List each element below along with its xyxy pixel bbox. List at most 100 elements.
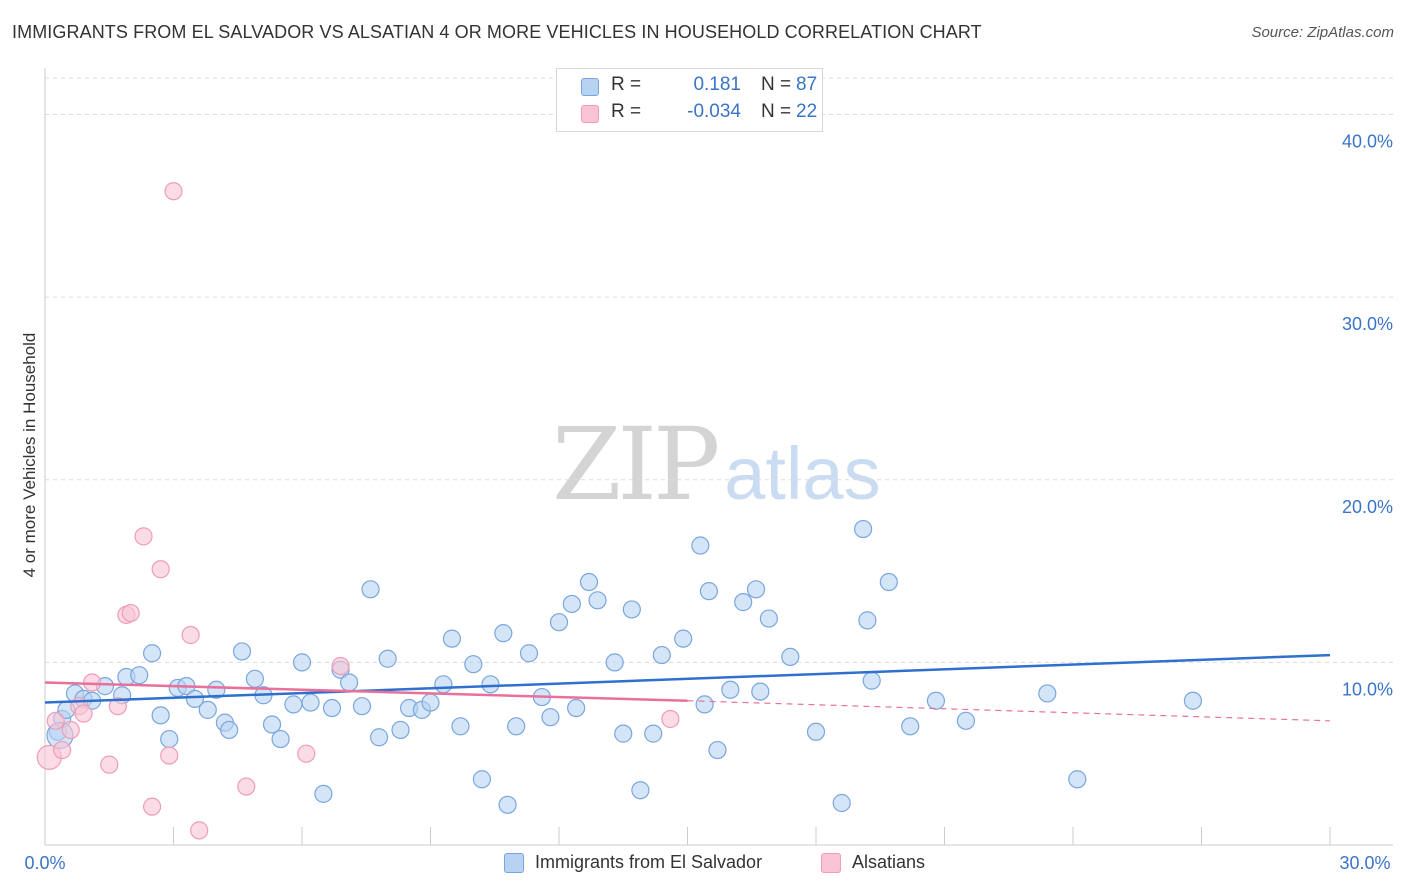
blue-swatch: [504, 853, 524, 873]
pink-point: [142, 797, 162, 816]
blue-point: [1038, 684, 1057, 703]
pink-point: [151, 560, 170, 579]
blue-point: [1183, 691, 1203, 710]
blue-point: [185, 689, 205, 709]
y-tick-label: 10.0%: [1342, 679, 1393, 699]
blue-point: [472, 770, 491, 789]
blue-point: [301, 693, 320, 712]
r-label: R =: [611, 101, 642, 122]
blue-swatch: [581, 78, 599, 96]
pink-point: [237, 777, 256, 796]
pink-point: [164, 182, 183, 201]
pink-point: [134, 527, 153, 546]
blue-point: [691, 536, 710, 555]
blue-point: [562, 594, 581, 614]
blue-point: [481, 675, 500, 694]
blue-point: [519, 644, 539, 663]
blue-point: [421, 693, 440, 712]
blue-point: [292, 653, 312, 672]
pink-point: [46, 711, 65, 730]
blue-point: [781, 647, 800, 667]
blue-point: [901, 717, 920, 736]
n-label: N =: [761, 74, 792, 95]
blue-point: [699, 582, 719, 601]
pink-point: [61, 720, 80, 740]
blue-point: [142, 644, 162, 663]
blue-point: [674, 629, 693, 648]
legend-label-blue: Immigrants from El Salvador: [535, 852, 763, 872]
blue-point: [652, 645, 671, 665]
blue-point: [751, 682, 770, 701]
r-label: R =: [611, 74, 642, 95]
blue-point: [541, 708, 560, 727]
pink-point: [160, 746, 179, 765]
blue-point: [695, 695, 714, 714]
blue-point: [858, 611, 877, 630]
blue-point: [926, 691, 946, 710]
blue-point: [451, 717, 470, 736]
blue-point: [464, 655, 483, 674]
pink-point: [121, 603, 140, 623]
n-value: 22: [796, 101, 818, 122]
blue-point: [498, 795, 517, 814]
blue-point: [721, 680, 740, 699]
correlation-legend: R = 0.181 N = 87 R = -0.034 N = 22: [556, 68, 823, 132]
blue-point: [284, 695, 303, 714]
blue-point: [605, 653, 624, 672]
pink-swatch: [581, 105, 599, 123]
chart-title: IMMIGRANTS FROM EL SALVADOR VS ALSATIAN …: [12, 22, 982, 42]
blue-point: [434, 675, 453, 694]
blue-point: [160, 729, 179, 749]
blue-point: [1068, 770, 1087, 789]
blue-point: [378, 649, 397, 668]
blue-trendline: [44, 653, 1331, 704]
blue-point: [579, 572, 599, 592]
blue-point: [198, 700, 217, 719]
blue-point: [759, 609, 778, 628]
blue-point: [956, 711, 976, 730]
blue-point: [644, 724, 663, 743]
blue-point: [567, 698, 586, 718]
pink-point: [297, 744, 316, 763]
watermark: ZIP atlas: [552, 406, 881, 523]
pink-point: [108, 697, 127, 716]
blue-point: [322, 698, 342, 718]
pink-point: [181, 625, 200, 645]
blue-point: [220, 720, 239, 740]
pink-point: [74, 704, 93, 723]
source-label: Source: ZipAtlas.com: [1251, 24, 1394, 41]
y-tick-label: 30.0%: [1342, 314, 1393, 334]
blue-point: [271, 729, 290, 749]
n-label: N =: [761, 101, 792, 122]
blue-point: [746, 580, 766, 599]
pink-point: [100, 755, 119, 774]
x-tick-label: 0.0%: [24, 853, 65, 873]
blue-point: [352, 697, 372, 716]
blue-point: [622, 600, 641, 619]
blue-point: [232, 642, 252, 661]
blue-point: [262, 715, 282, 734]
blue-point: [854, 519, 873, 539]
blue-point: [631, 781, 650, 800]
blue-point: [314, 784, 333, 803]
pink-point: [661, 709, 680, 729]
blue-point: [130, 666, 149, 685]
blue-point: [507, 717, 526, 736]
pink-swatch: [821, 853, 841, 873]
r-value: -0.034: [687, 101, 741, 122]
blue-point: [340, 673, 359, 692]
blue-point: [832, 793, 851, 813]
blue-point: [588, 591, 607, 610]
blue-point: [708, 740, 727, 760]
watermark-zip: ZIP: [552, 406, 720, 523]
pink-point: [190, 821, 209, 840]
x-tick-label: 30.0%: [1339, 853, 1390, 873]
blue-point: [361, 580, 380, 599]
blue-point: [151, 706, 170, 725]
y-tick-label: 20.0%: [1342, 497, 1393, 517]
blue-point: [806, 722, 826, 741]
pink-point: [331, 656, 350, 676]
r-value: 0.181: [693, 74, 741, 95]
blue-point: [614, 724, 633, 743]
